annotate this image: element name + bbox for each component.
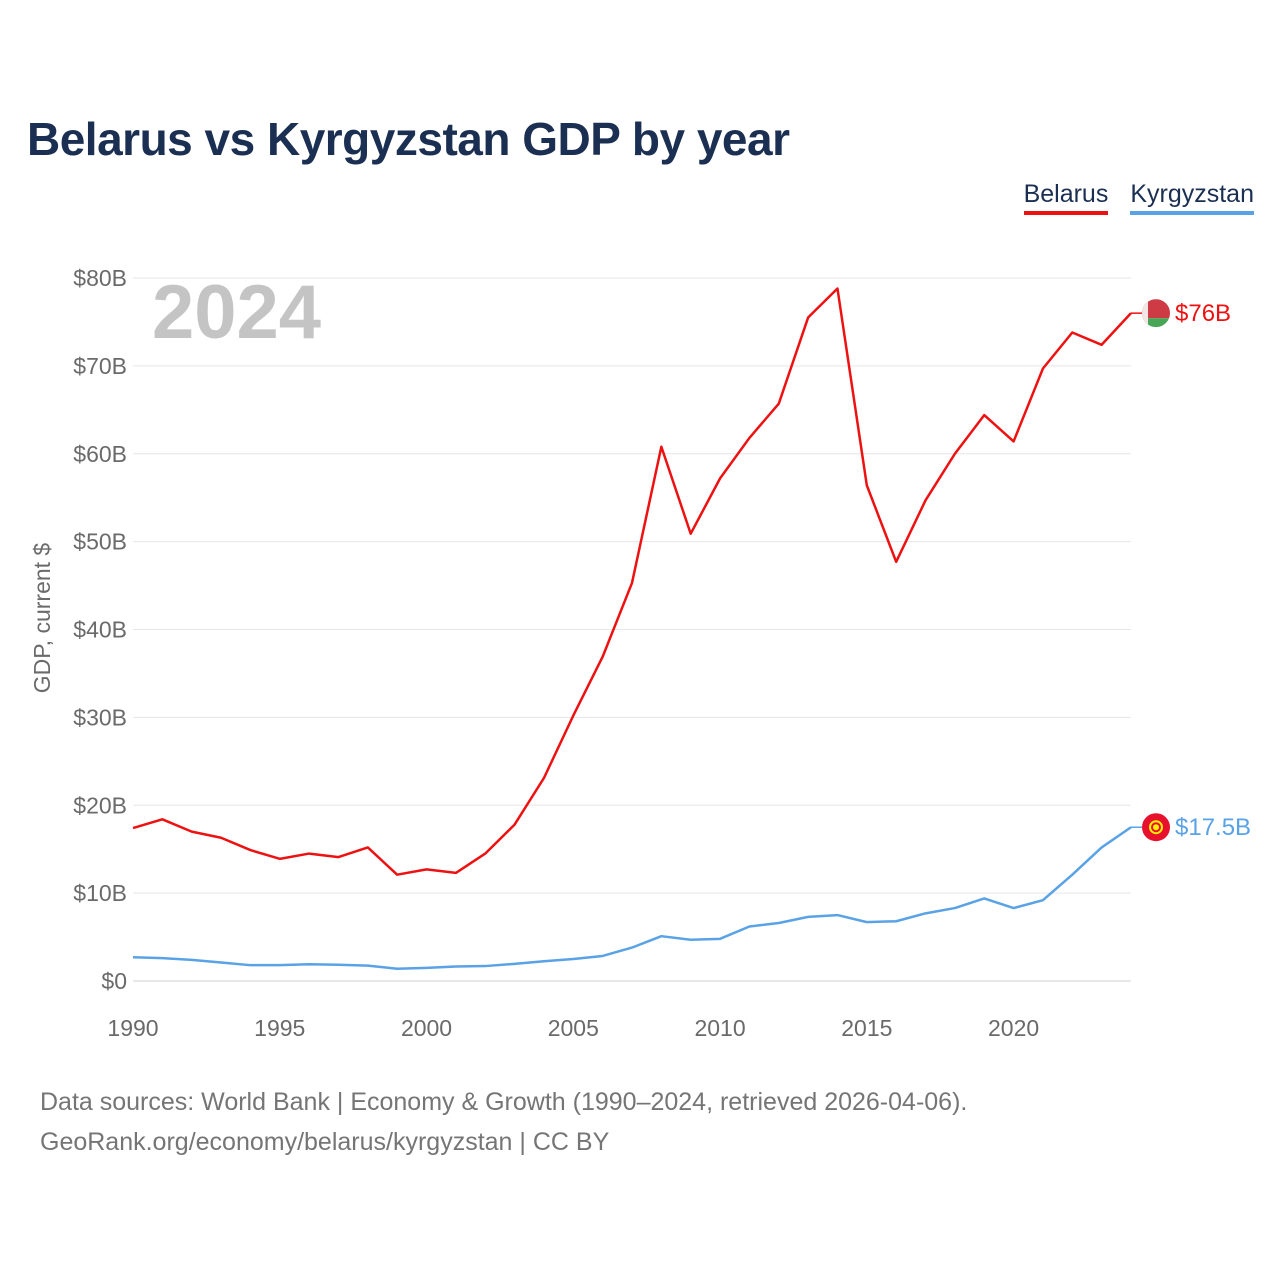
x-tick-label: 2015 <box>841 1015 892 1041</box>
y-tick-label: $10B <box>73 880 127 906</box>
y-tick-label: $80B <box>73 265 127 291</box>
legend-item-belarus[interactable]: Belarus <box>1023 180 1109 215</box>
x-tick-label: 1995 <box>254 1015 305 1041</box>
flag-sun-core-icon <box>1153 824 1159 831</box>
y-tick-label: $40B <box>73 617 127 643</box>
data-source-note: Data sources: World Bank | Economy & Gro… <box>40 1088 968 1116</box>
legend: Belarus Kyrgyzstan <box>1023 180 1254 215</box>
x-tick-label: 2000 <box>401 1015 452 1041</box>
y-tick-label: $20B <box>73 792 127 818</box>
y-tick-label: $70B <box>73 353 127 379</box>
end-value-label-belarus: $76B <box>1175 300 1231 327</box>
y-axis-label: GDP, current $ <box>29 543 55 694</box>
series-line-kyrgyzstan <box>132 826 1132 970</box>
footer: Data sources: World Bank | Economy & Gro… <box>40 1082 967 1162</box>
x-tick-label: 2010 <box>694 1015 745 1041</box>
year-watermark: 2024 <box>152 270 321 355</box>
y-tick-label: $0 <box>101 968 127 994</box>
belarus-flag-icon <box>1142 299 1170 328</box>
legend-item-kyrgyzstan[interactable]: Kyrgyzstan <box>1130 180 1254 215</box>
end-value-label-kyrgyzstan: $17.5B <box>1175 814 1251 841</box>
attribution-link[interactable]: GeoRank.org/economy/belarus/kyrgyzstan |… <box>40 1128 610 1156</box>
x-tick-label: 2020 <box>988 1015 1039 1041</box>
y-tick-label: $30B <box>73 704 127 730</box>
series-line-belarus <box>132 287 1132 876</box>
x-tick-label: 1990 <box>107 1015 158 1041</box>
y-tick-label: $60B <box>73 441 127 467</box>
chart-title: Belarus vs Kyrgyzstan GDP by year <box>27 113 790 165</box>
y-tick-label: $50B <box>73 529 127 555</box>
flag-sun-icon <box>1149 820 1163 835</box>
x-tick-label: 2005 <box>548 1015 599 1041</box>
